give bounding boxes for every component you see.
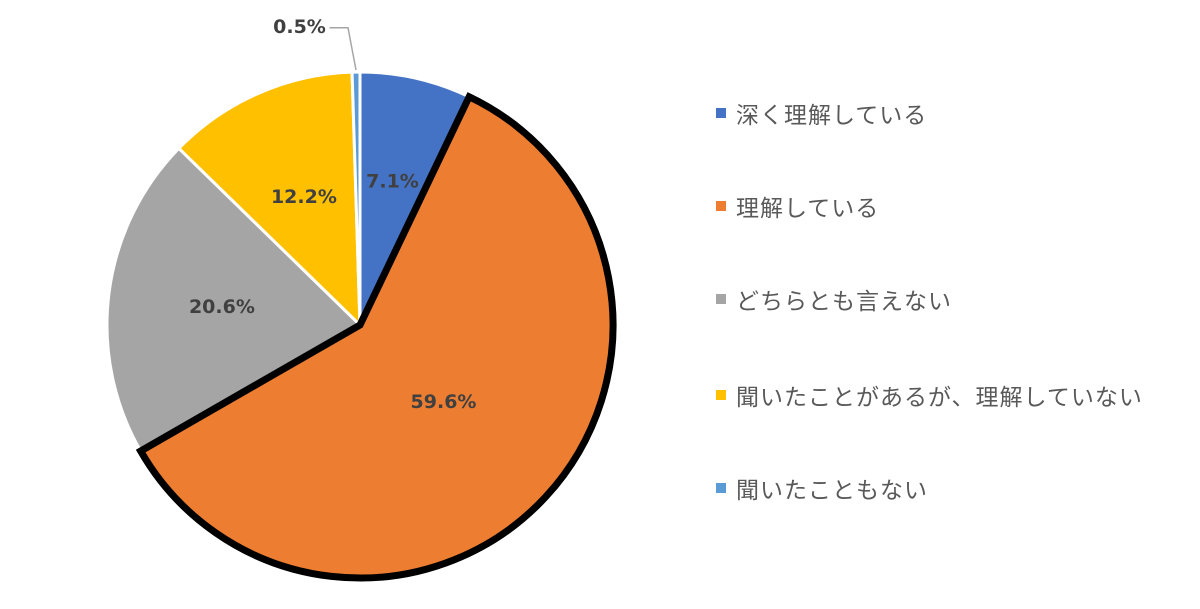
pie-slice-5: [350, 70, 362, 326]
legend-label: 深く理解している: [736, 103, 928, 129]
slice-label-2: 59.6%: [411, 391, 477, 413]
legend-item-1: 深く理解している: [716, 96, 927, 130]
legend-swatch: [716, 294, 726, 304]
slice-label-1: 7.1%: [366, 170, 419, 192]
pie-slice-4: [176, 70, 362, 329]
legend-swatch: [716, 108, 726, 118]
legend-swatch: [716, 483, 726, 493]
legend-item-2: 理解している: [716, 189, 879, 223]
legend-swatch: [716, 390, 726, 400]
slice-label-4: 12.2%: [271, 186, 337, 208]
pie-slices: [105, 70, 617, 582]
slice-labels: 7.1% 59.6% 20.6% 12.2% 0.5%: [189, 16, 477, 413]
legend-swatch: [716, 201, 726, 211]
slice-label-5: 0.5%: [273, 16, 326, 38]
highlight-outline: [135, 92, 617, 582]
leader-line: [329, 26, 357, 71]
slice-label-3: 20.6%: [189, 296, 255, 318]
legend-item-3: どちらとも言えない: [716, 282, 952, 316]
legend-item-5: 聞いたこともない: [716, 471, 928, 505]
legend-label: 聞いたことがあるが、理解していない: [736, 385, 1143, 411]
leader-lines: [329, 26, 357, 71]
legend-label: 聞いたこともない: [736, 478, 928, 504]
pie-slice-3: [105, 146, 363, 454]
legend-label: 理解している: [736, 196, 880, 222]
legend-item-4: 聞いたことがあるが、理解していない: [716, 378, 1143, 412]
legend-label: どちらとも言えない: [736, 289, 952, 315]
